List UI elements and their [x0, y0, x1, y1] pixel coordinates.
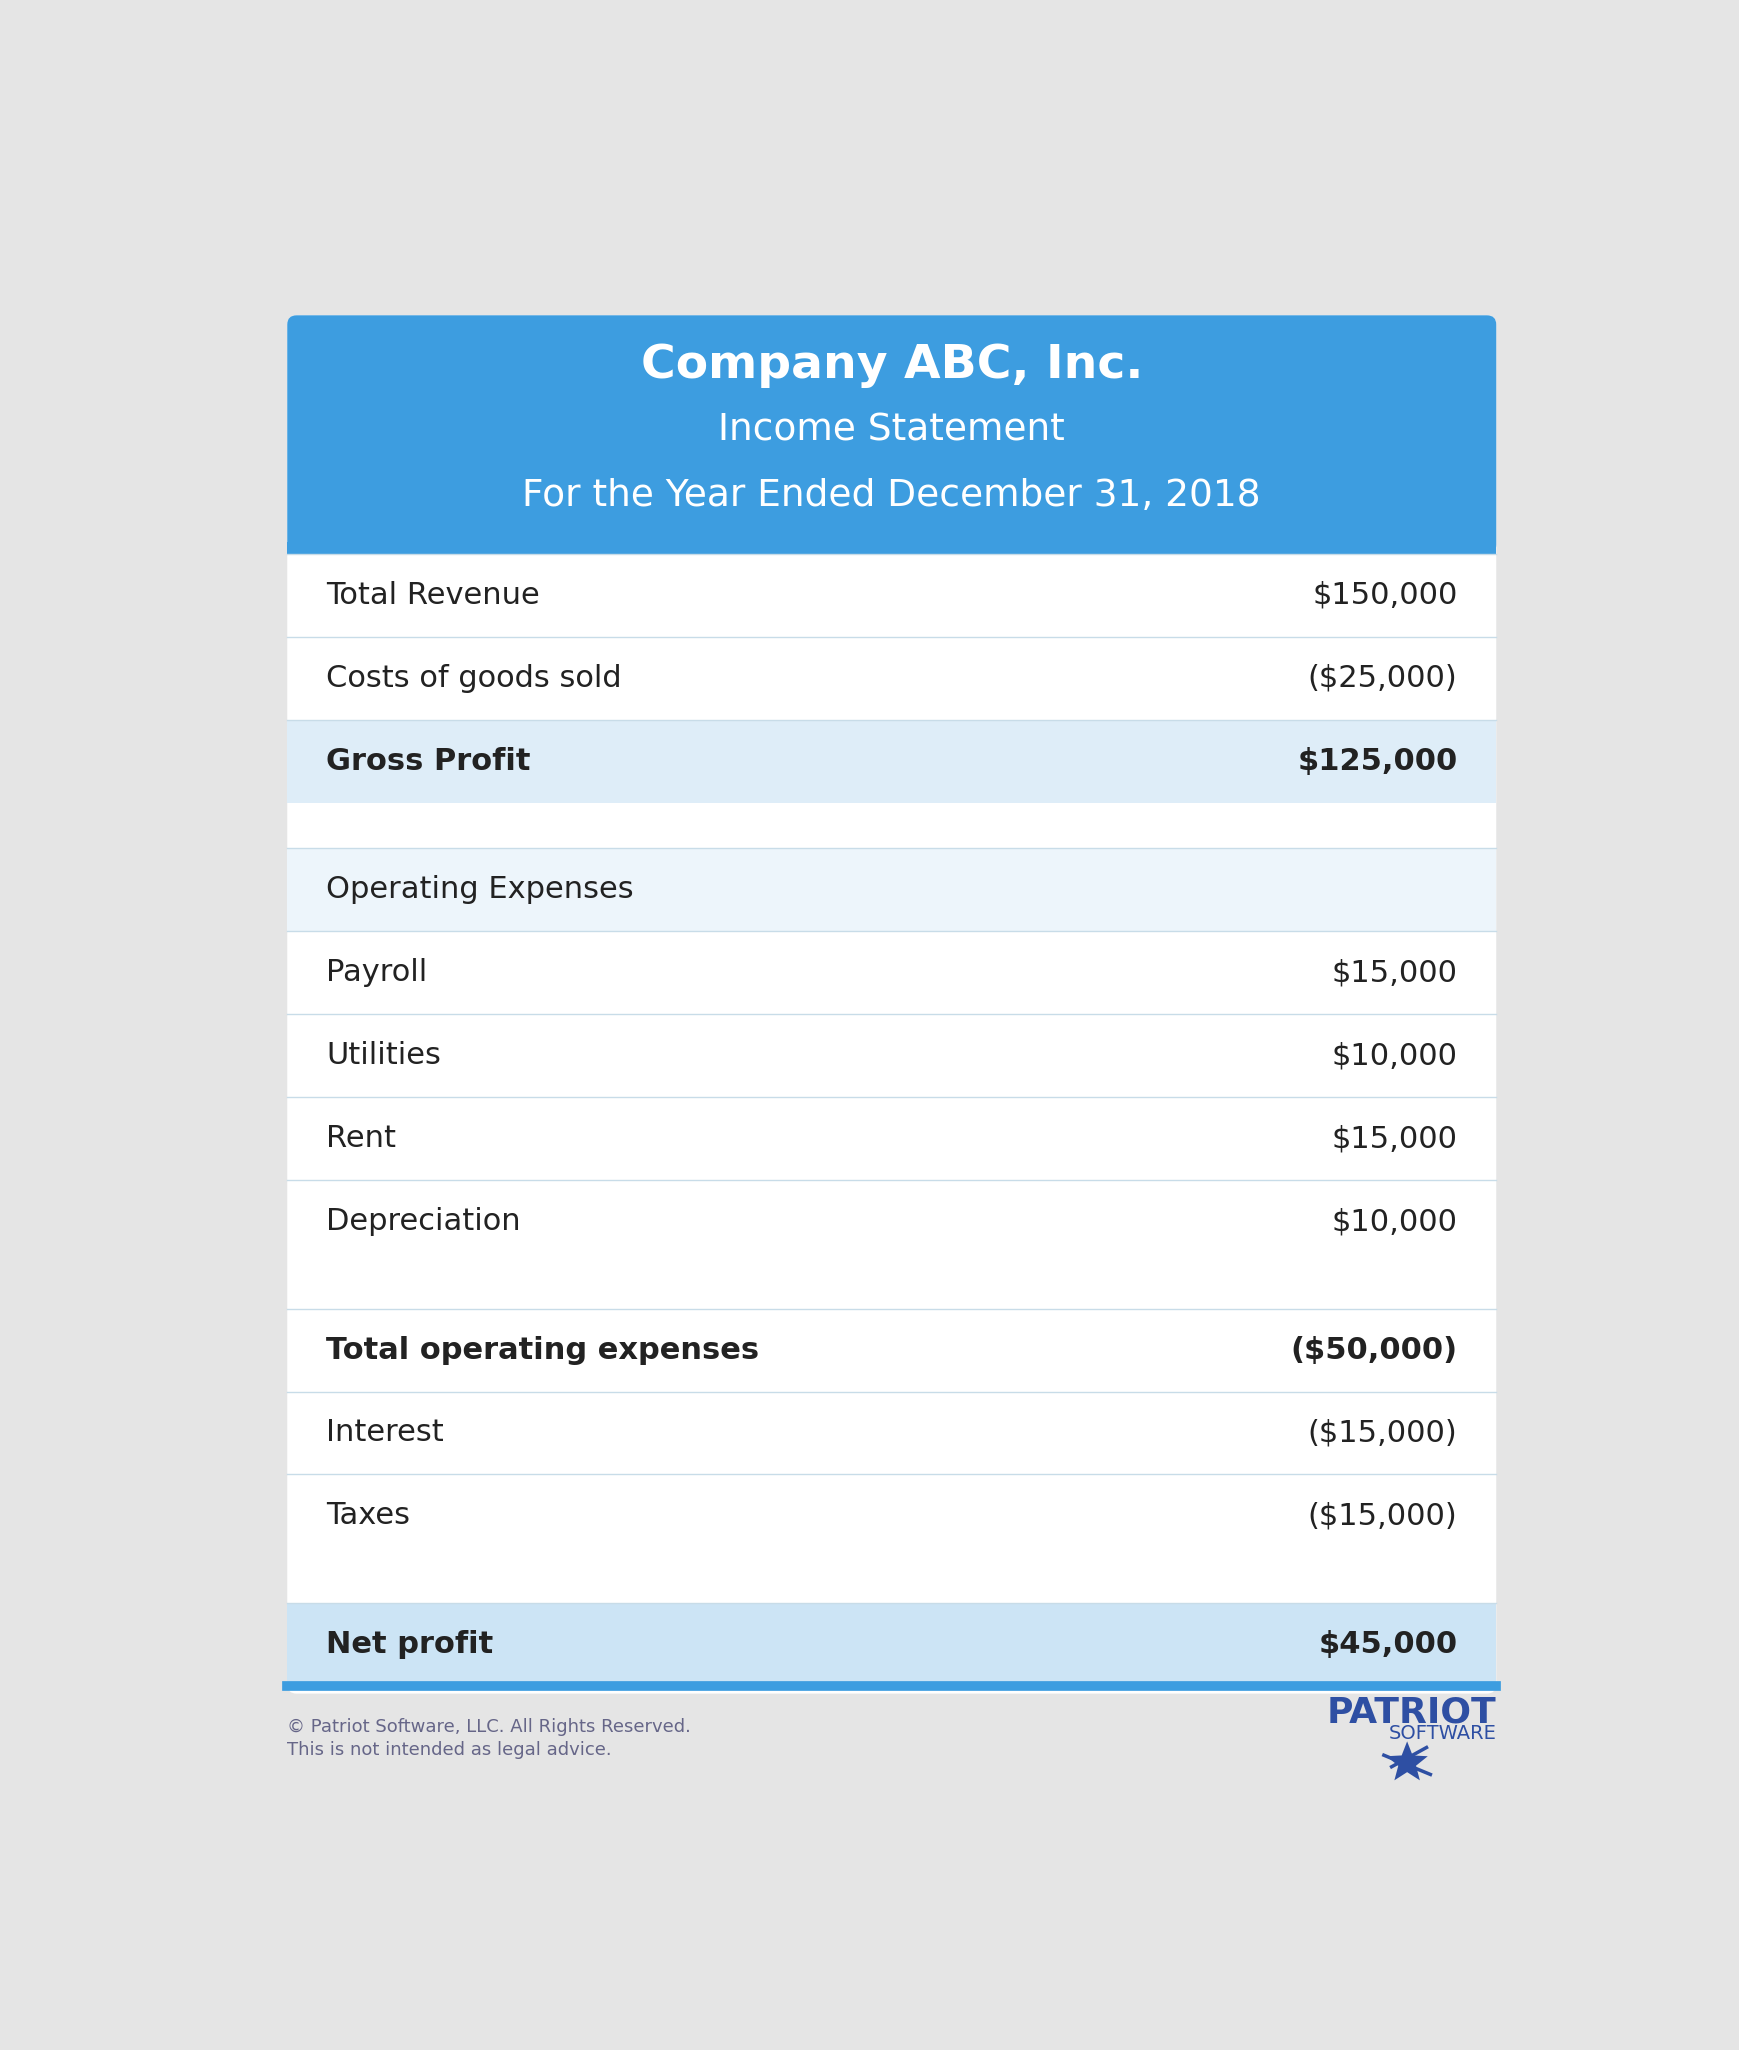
Text: Rent: Rent — [325, 1123, 396, 1152]
Text: © Patriot Software, LLC. All Rights Reserved.: © Patriot Software, LLC. All Rights Rese… — [287, 1718, 690, 1736]
Text: $125,000: $125,000 — [1297, 746, 1457, 775]
Text: $10,000: $10,000 — [1330, 1207, 1457, 1236]
Text: Taxes: Taxes — [325, 1501, 410, 1531]
Text: ($15,000): ($15,000) — [1308, 1419, 1457, 1447]
Text: Costs of goods sold: Costs of goods sold — [325, 664, 621, 693]
Text: Interest: Interest — [325, 1419, 443, 1447]
Bar — [287, 1603, 1496, 1685]
FancyBboxPatch shape — [287, 316, 1496, 554]
Text: Net profit: Net profit — [325, 1630, 492, 1658]
Text: $45,000: $45,000 — [1318, 1630, 1457, 1658]
Text: PATRIOT: PATRIOT — [1325, 1695, 1496, 1730]
Text: $150,000: $150,000 — [1311, 580, 1457, 611]
Text: Payroll: Payroll — [325, 957, 428, 988]
Bar — [287, 543, 1496, 554]
Text: Total operating expenses: Total operating expenses — [325, 1335, 758, 1365]
Text: Company ABC, Inc.: Company ABC, Inc. — [640, 342, 1143, 387]
Bar — [287, 720, 1496, 804]
Text: ($50,000): ($50,000) — [1290, 1335, 1457, 1365]
Text: $10,000: $10,000 — [1330, 1041, 1457, 1070]
Text: SOFTWARE: SOFTWARE — [1388, 1724, 1496, 1742]
Text: This is not intended as legal advice.: This is not intended as legal advice. — [287, 1740, 612, 1759]
Text: $15,000: $15,000 — [1330, 1123, 1457, 1152]
Text: ($15,000): ($15,000) — [1308, 1501, 1457, 1531]
Text: $15,000: $15,000 — [1330, 957, 1457, 988]
Polygon shape — [1386, 1740, 1428, 1779]
Text: Depreciation: Depreciation — [325, 1207, 520, 1236]
Text: ($25,000): ($25,000) — [1308, 664, 1457, 693]
Text: Total Revenue: Total Revenue — [325, 580, 539, 611]
Text: Income Statement: Income Statement — [718, 412, 1064, 449]
Text: Utilities: Utilities — [325, 1041, 440, 1070]
Bar — [287, 849, 1496, 931]
Text: Gross Profit: Gross Profit — [325, 746, 530, 775]
Text: For the Year Ended December 31, 2018: For the Year Ended December 31, 2018 — [522, 478, 1261, 515]
FancyBboxPatch shape — [287, 316, 1496, 1693]
Text: Operating Expenses: Operating Expenses — [325, 875, 633, 904]
